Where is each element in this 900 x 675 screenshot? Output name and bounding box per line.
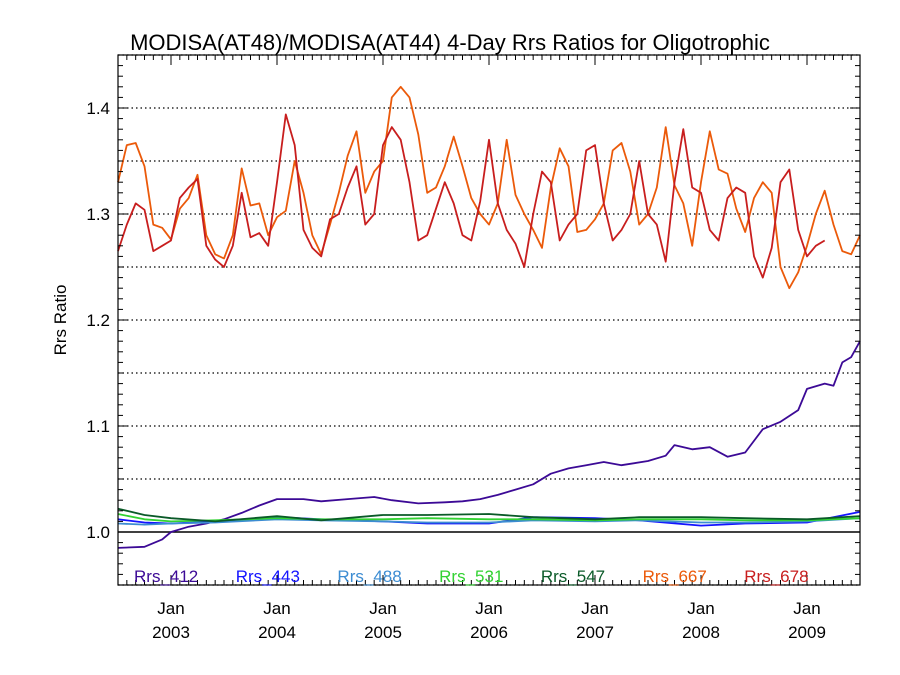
x-tick-label-month: Jan [793, 599, 820, 618]
y-axis-label: Rrs Ratio [51, 285, 70, 356]
series-line-rrs-678 [117, 113, 826, 279]
x-tick-label-year: 2006 [470, 623, 508, 642]
legend-entry-rrs-443: Rrs_443 [236, 567, 300, 586]
x-tick-label-year: 2008 [682, 623, 720, 642]
axis-ticks [117, 54, 861, 586]
gridlines [118, 54, 860, 586]
x-tick-label-year: 2007 [576, 623, 614, 642]
x-tick-label-month: Jan [581, 599, 608, 618]
series-lines [117, 85, 861, 549]
y-tick-label: 1.0 [86, 523, 110, 542]
legend-entry-rrs-488: Rrs_488 [337, 567, 401, 586]
y-tick-label: 1.1 [86, 417, 110, 436]
x-tick-label-month: Jan [475, 599, 502, 618]
legend-entry-rrs-667: Rrs_667 [643, 567, 707, 586]
x-tick-label-year: 2004 [258, 623, 296, 642]
y-tick-label: 1.4 [86, 99, 110, 118]
x-tick-label-month: Jan [263, 599, 290, 618]
x-tick-label-year: 2003 [152, 623, 190, 642]
x-tick-label-month: Jan [157, 599, 184, 618]
chart-title: MODISA(AT48)/MODISA(AT44) 4-Day Rrs Rati… [130, 30, 770, 55]
series-line-rrs-547 [117, 507, 861, 523]
legend-entry-rrs-678: Rrs_678 [744, 567, 808, 586]
y-tick-label: 1.2 [86, 311, 110, 330]
legend-entry-rrs-547: Rrs_547 [541, 567, 605, 586]
series-line-rrs-412 [117, 340, 861, 549]
series-line-rrs-488 [117, 517, 861, 526]
x-tick-label-month: Jan [687, 599, 714, 618]
legend-entry-rrs-531: Rrs_531 [439, 567, 503, 586]
legend-entry-rrs-412: Rrs_412 [134, 567, 198, 586]
x-tick-label-year: 2005 [364, 623, 402, 642]
legend: Rrs_412 Rrs_443 Rrs_488 Rrs_531 Rrs_547 Rrs_6… [134, 567, 809, 586]
x-tick-label-year: 2009 [788, 623, 826, 642]
series-line-rrs-531 [117, 513, 861, 523]
x-axis-tick-labels: Jan 2003 Jan 2004 Jan 2005 Jan 2006 Jan 2007 Jan 20… [152, 599, 826, 642]
y-axis-tick-labels: 1.0 1.1 1.2 1.3 1.4 [86, 99, 110, 542]
x-tick-label-month: Jan [369, 599, 396, 618]
series-line-rrs-667 [117, 85, 861, 290]
y-tick-label: 1.3 [86, 205, 110, 224]
